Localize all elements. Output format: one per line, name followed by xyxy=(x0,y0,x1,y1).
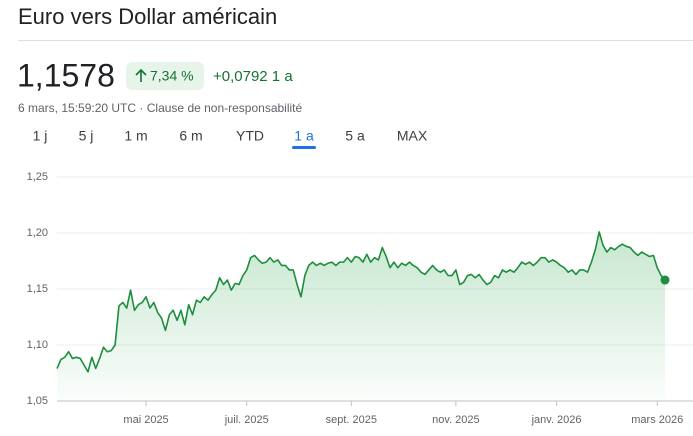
timestamp: 6 mars, 15:59:20 UTC · Clause de non-res… xyxy=(18,101,303,115)
y-tick-label: 1,15 xyxy=(27,283,48,295)
tab[interactable]: 6 m xyxy=(179,128,202,144)
tab[interactable]: 1 j xyxy=(33,128,48,144)
x-tick-label: juil. 2025 xyxy=(224,414,269,426)
price: 1,1578 xyxy=(17,57,115,93)
y-tick-label: 1,10 xyxy=(27,339,48,351)
y-tick-label: 1,05 xyxy=(27,395,48,407)
line xyxy=(56,231,666,373)
separator: · xyxy=(139,101,143,115)
tab[interactable]: 5 j xyxy=(79,128,94,144)
change-abs: +0,0792 1 a xyxy=(213,68,293,85)
y-tick-label: 1,20 xyxy=(27,227,48,239)
change-pct: 7,34 % xyxy=(150,68,194,84)
x-tick-label: mars 2026 xyxy=(631,414,683,426)
tab[interactable]: 1 a xyxy=(294,128,314,144)
title: Euro vers Dollar américain xyxy=(18,4,277,29)
x-tick-label: janv. 2026 xyxy=(531,414,582,426)
end-dot xyxy=(660,275,670,285)
tab[interactable]: 1 m xyxy=(124,128,147,144)
tab-indicator xyxy=(292,146,316,149)
area xyxy=(57,231,665,401)
tab[interactable]: 5 a xyxy=(345,128,365,144)
range-tabs: 1 j 5 j 1 m 6 m YTD 1 a 5 a MAX xyxy=(33,128,428,149)
y-tick-label: 1,25 xyxy=(27,171,48,183)
x-tick-label: sept. 2025 xyxy=(326,414,377,426)
tab[interactable]: YTD xyxy=(236,128,264,144)
disclaimer[interactable]: Clause de non-responsabilité xyxy=(147,101,303,115)
time: 6 mars, 15:59:20 UTC xyxy=(18,101,136,115)
change-badge xyxy=(126,62,204,90)
up-arrow xyxy=(135,68,147,82)
chart: 1,05 1,10 1,15 1,20 1,25 mai 2025 juil. 2025 se… xyxy=(27,171,693,426)
x-tick-label: mai 2025 xyxy=(123,414,168,426)
tab[interactable]: MAX xyxy=(397,128,428,144)
x-tick-label: nov. 2025 xyxy=(432,414,480,426)
